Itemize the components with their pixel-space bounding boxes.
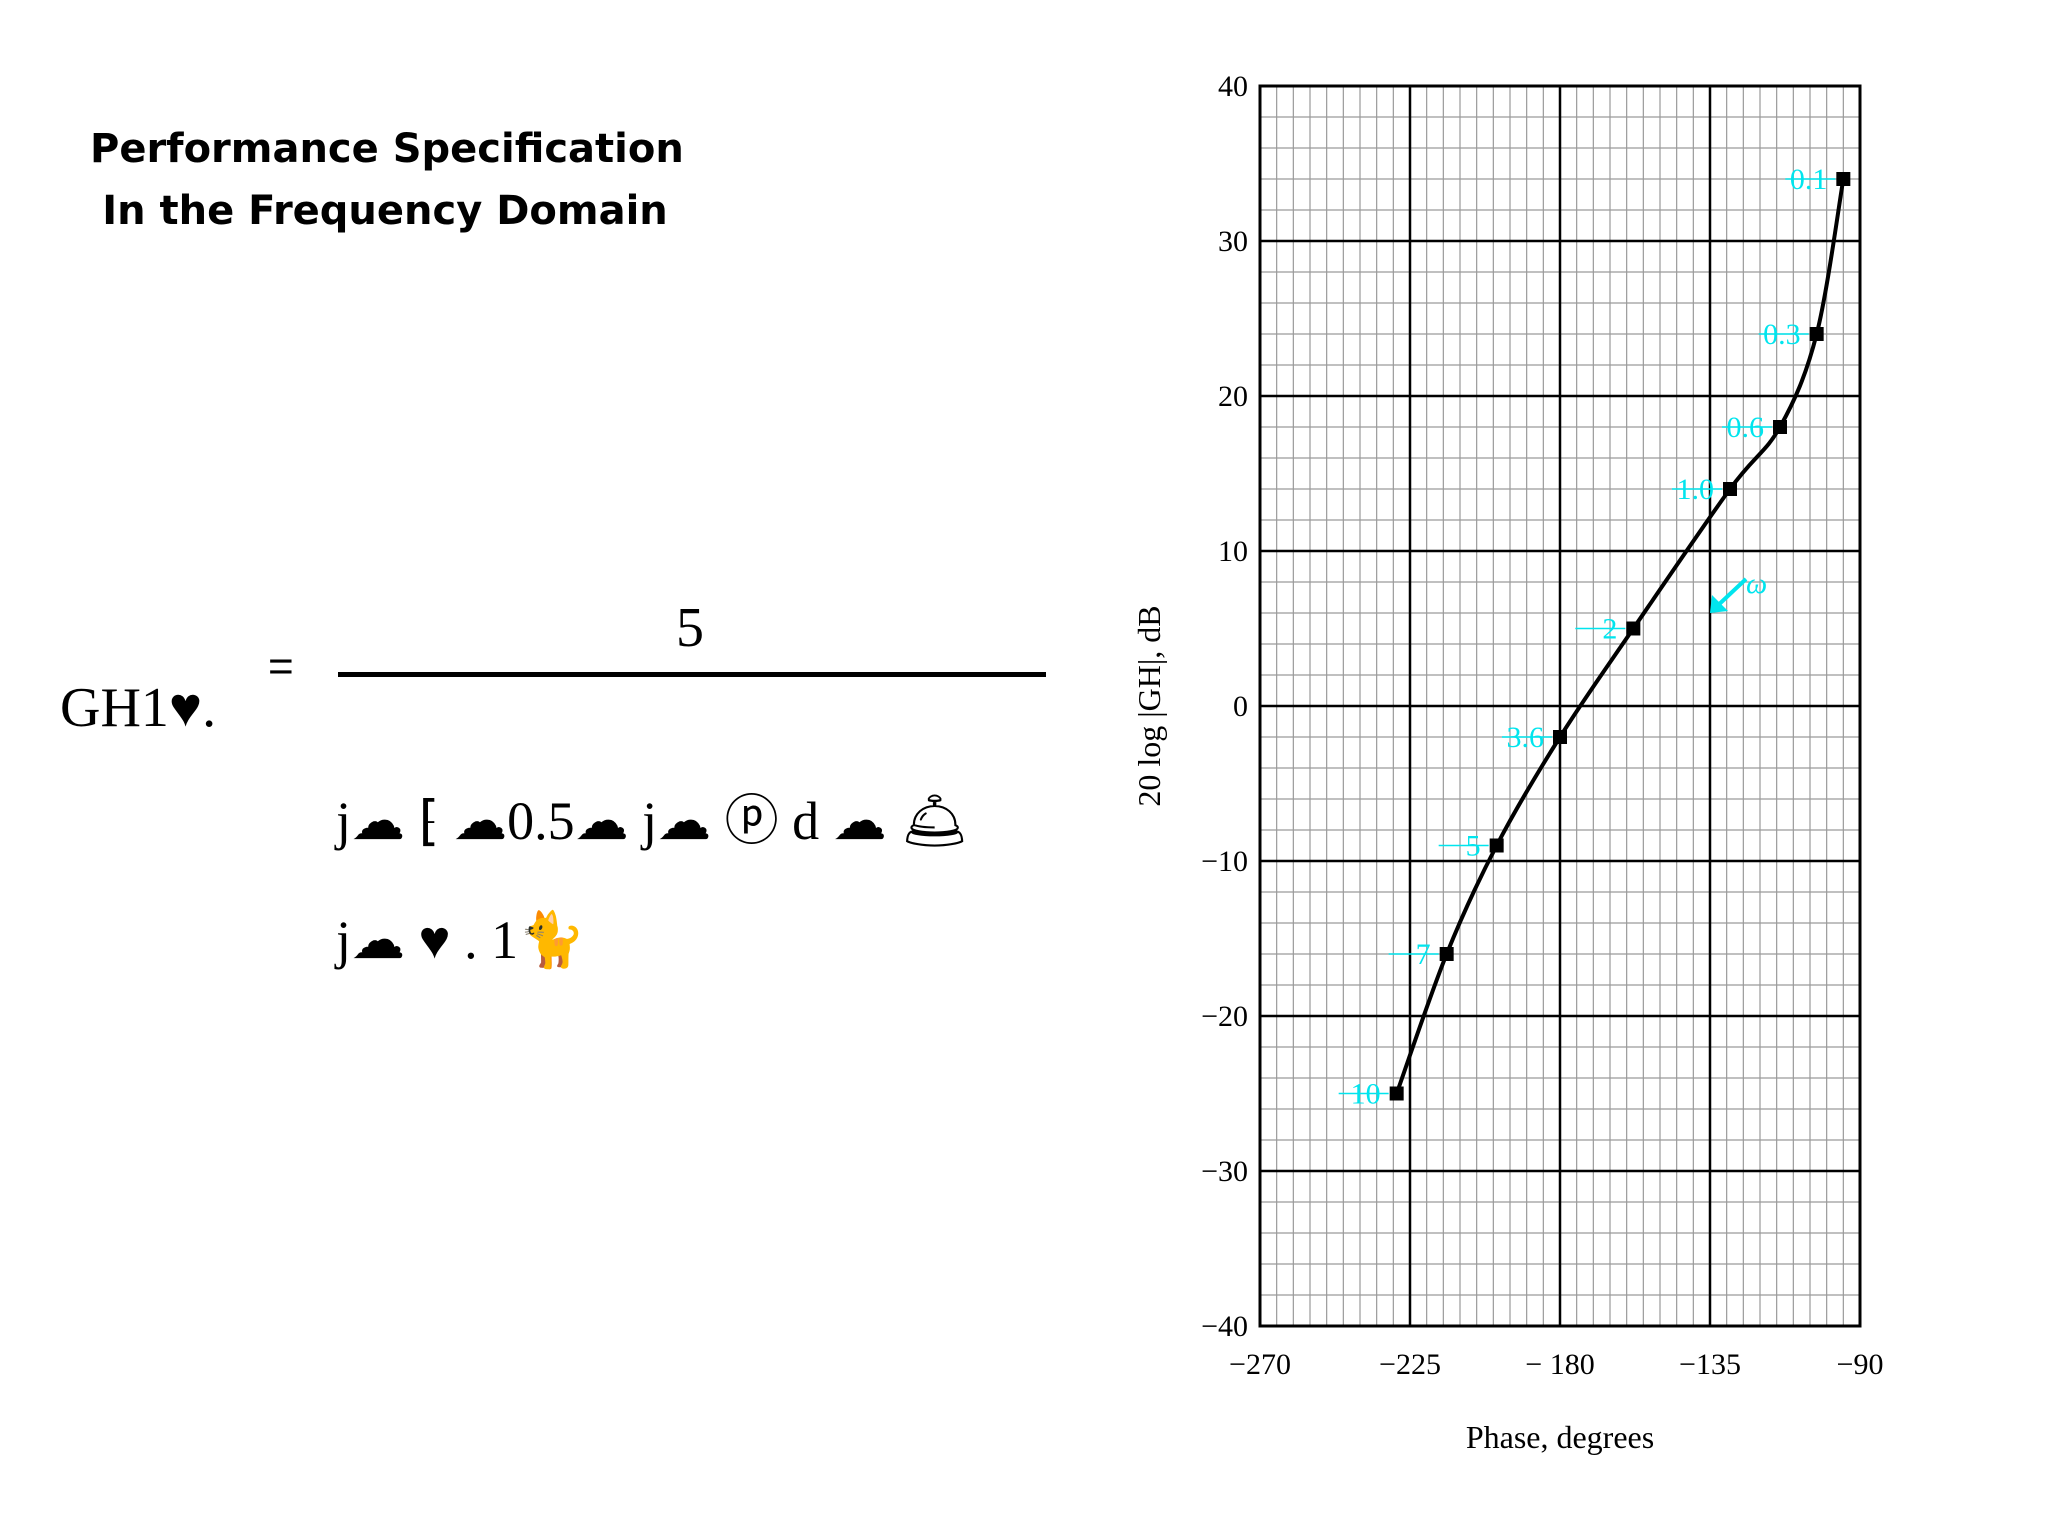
equation-numerator: 5 [676, 597, 704, 659]
data-point [1439, 947, 1454, 961]
data-point-label: 2 [1602, 613, 1617, 646]
x-tick-label: − 180 [1525, 1348, 1594, 1381]
data-point-label: 0.6 [1727, 411, 1765, 444]
data-point [1626, 621, 1641, 636]
annotations: ω [1710, 567, 1767, 613]
y-axis-label: 20 log |GH|, dB [1131, 605, 1167, 806]
y-tick-label: 40 [1218, 70, 1248, 103]
data-point-label: 10 [1351, 1078, 1381, 1111]
data-point-label: 0.3 [1763, 318, 1801, 351]
x-tick-label: −135 [1679, 1348, 1741, 1381]
y-tick-label: 0 [1233, 690, 1248, 723]
y-tick-labels: 40 30 20 10 0 −10 −20 −30 −40 [1201, 70, 1248, 1343]
x-axis-label: Phase, degrees [1466, 1419, 1654, 1455]
data-point [1553, 730, 1567, 744]
x-tick-labels: −270 −225 − 180 −135 −90 [1229, 1348, 1883, 1381]
equation-fraction-bar [338, 672, 1046, 677]
data-point [1773, 420, 1787, 434]
y-tick-label: −30 [1201, 1155, 1248, 1188]
omega-label: ω [1746, 567, 1767, 600]
data-point [1489, 838, 1504, 853]
data-point-label: 0.1 [1790, 163, 1828, 196]
equation-lhs: GH1♥. [60, 677, 217, 739]
data-point-label: 3.6 [1507, 721, 1545, 754]
data-point [1809, 327, 1824, 341]
equation-denominator-line-2: j☁ ♥ . 1🐈 [336, 910, 586, 970]
nichols-chart: −270 −225 − 180 −135 −90 40 30 20 10 0 −10 −20 −30 −… [1131, 70, 1883, 1455]
equation-denominator-line-1: j☁ ⁅ ☁0.5☁ j☁ ⓟ d ☁ 🛎 [336, 791, 969, 851]
plot-frame [1258, 84, 1862, 1328]
y-tick-label: 10 [1218, 535, 1248, 568]
data-point-label: 1.0 [1677, 473, 1715, 506]
slide-title-line-2: In the Frequency Domain [102, 188, 668, 234]
omega-arrow-head [1710, 595, 1728, 613]
x-tick-label: −225 [1379, 1348, 1441, 1381]
x-tick-label: −270 [1229, 1348, 1291, 1381]
data-point-label: 7 [1416, 938, 1431, 971]
x-tick-label: −90 [1837, 1348, 1884, 1381]
y-tick-label: 20 [1218, 380, 1248, 413]
data-point [1723, 482, 1737, 496]
y-tick-label: 30 [1218, 225, 1248, 258]
data-point [1389, 1086, 1404, 1101]
data-point [1836, 172, 1851, 186]
equation-equals-sign: = [268, 642, 294, 691]
slide-title: Performance Specification In the Frequen… [90, 118, 684, 242]
y-tick-label: −20 [1201, 1000, 1248, 1033]
series-points: 0.1 0.3 0.6 1.0 2 3.6 5 7 10 [1338, 163, 1851, 1111]
y-tick-label: −10 [1201, 845, 1248, 878]
slide-title-line-1: Performance Specification [90, 126, 684, 172]
y-tick-label: −40 [1201, 1310, 1248, 1343]
data-point-label: 5 [1466, 830, 1481, 863]
